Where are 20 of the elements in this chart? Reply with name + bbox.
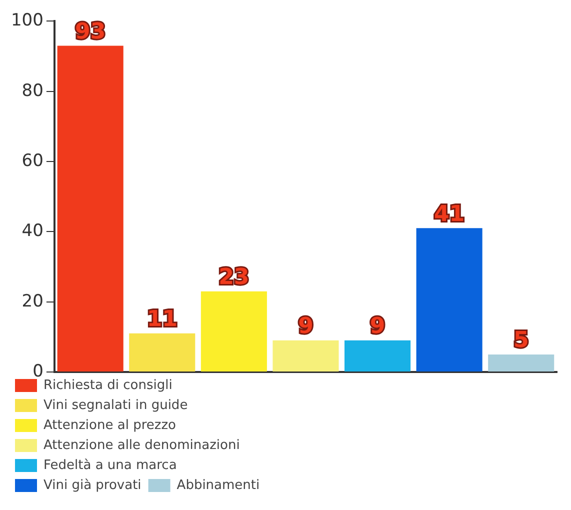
y-tick-label: 40 bbox=[22, 221, 44, 242]
y-tick-label: 0 bbox=[32, 361, 44, 382]
legend-label: Attenzione alle denominazioni bbox=[44, 438, 240, 453]
data-label: 9 bbox=[370, 314, 386, 340]
y-tick-label: 60 bbox=[22, 150, 44, 171]
data-label: 5 bbox=[513, 328, 529, 354]
y-tick-label: 100 bbox=[10, 10, 44, 31]
data-label: 9 bbox=[298, 314, 314, 340]
legend-label: Vini già provati bbox=[44, 478, 142, 493]
legend-label: Fedeltà a una marca bbox=[44, 458, 177, 473]
legend-label: Attenzione al prezzo bbox=[44, 418, 176, 433]
y-tick-label: 20 bbox=[22, 291, 44, 312]
data-label: 11 bbox=[146, 307, 178, 332]
data-label: 41 bbox=[434, 202, 465, 227]
data-label: 93 bbox=[75, 19, 106, 44]
legend-label: Richiesta di consigli bbox=[44, 378, 172, 393]
legend-label: Vini segnalati in guide bbox=[44, 398, 188, 413]
y-tick-label: 80 bbox=[22, 80, 44, 101]
legend-label: Abbinamenti bbox=[176, 478, 260, 493]
data-label: 23 bbox=[218, 265, 250, 290]
